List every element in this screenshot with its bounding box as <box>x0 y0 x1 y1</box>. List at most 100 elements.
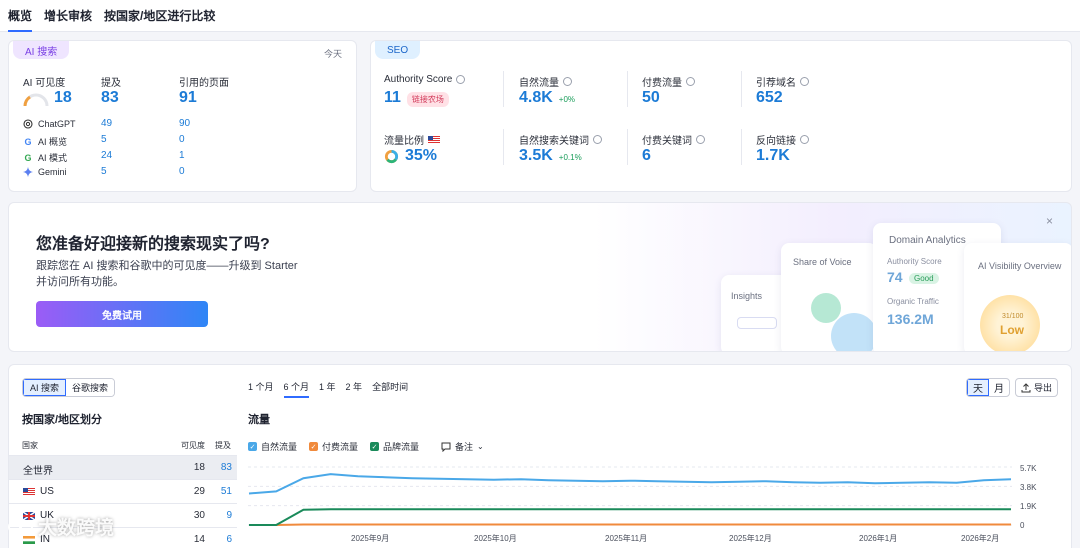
backlinks-value[interactable]: 1.7K <box>756 147 790 164</box>
organic-keywords-value[interactable]: 3.5K <box>519 147 553 164</box>
country-mentions[interactable]: 6 <box>226 534 232 545</box>
referring-domains-value[interactable]: 652 <box>756 89 783 106</box>
ai-row-mentions[interactable]: 24 <box>101 150 113 161</box>
organic-traffic-text: 自然流量 <box>519 78 559 89</box>
ai-row-cited[interactable]: 0 <box>179 166 185 177</box>
backlinks-text: 反向链接 <box>756 136 796 147</box>
series-line-1 <box>249 523 1011 526</box>
tab-compare-by-country[interactable]: 按国家/地区进行比较 <box>104 9 216 23</box>
cited-pages-value[interactable]: 91 <box>179 89 197 106</box>
traffic-line-chart[interactable] <box>248 461 1012 531</box>
toggle-google-search[interactable]: 谷歌搜索 <box>66 379 115 396</box>
info-icon[interactable] <box>456 75 466 84</box>
toggle-month[interactable]: 月 <box>994 384 1004 395</box>
promo-title: 您准备好迎接新的搜索现实了吗? <box>36 236 270 253</box>
chevron-down-icon: ⌄ <box>477 442 484 451</box>
tab-growth-audit[interactable]: 增长审核 <box>44 9 93 23</box>
us-flag-icon <box>428 135 440 144</box>
legend-brand[interactable]: ✓ 品牌流量 <box>370 440 419 453</box>
search-type-toggle: AI 搜索 谷歌搜索 <box>22 378 116 397</box>
table-row[interactable]: UK 30 9 <box>9 503 237 527</box>
info-icon[interactable] <box>800 135 809 144</box>
traffic-share-text: 流量比例 <box>384 136 424 147</box>
info-icon[interactable] <box>593 135 602 144</box>
info-icon[interactable] <box>686 77 695 86</box>
col-mentions: 提及 <box>215 441 231 450</box>
ai-row-cited[interactable]: 0 <box>179 134 185 145</box>
legend-paid[interactable]: ✓ 付费流量 <box>309 440 358 453</box>
ai-row-name: ChatGPT <box>38 119 76 129</box>
period-1m[interactable]: 1 个月 <box>248 382 274 392</box>
table-row[interactable]: US 29 51 <box>9 479 237 503</box>
ai-row-mentions[interactable]: 5 <box>101 134 107 145</box>
donut-chart-icon <box>384 149 399 163</box>
link-farm-badge: 链接农场 <box>406 92 449 107</box>
in-flag-icon <box>23 535 35 544</box>
info-icon[interactable] <box>800 77 809 86</box>
tab-overview[interactable]: 概览 <box>8 0 33 32</box>
watermark-text: 大数跨境 <box>38 518 115 539</box>
bubble-decor <box>811 293 841 323</box>
mentions-value[interactable]: 83 <box>101 89 119 106</box>
uk-flag-icon <box>23 511 35 520</box>
notes-dropdown[interactable]: 备注 ⌄ <box>441 440 484 453</box>
notes-label: 备注 <box>455 442 474 452</box>
da-authority-value: 74 <box>887 269 903 285</box>
chatgpt-icon <box>23 119 33 129</box>
authority-score-value-row: 11 链接农场 <box>384 89 449 107</box>
watermark-logo-icon <box>8 519 33 534</box>
domain-analytics-label: Domain Analytics <box>889 235 966 246</box>
table-row[interactable]: IN 14 6 <box>9 527 237 548</box>
ai-row-cited[interactable]: 1 <box>179 150 185 161</box>
info-icon[interactable] <box>696 135 705 144</box>
gauge-score: 31/100 <box>1002 313 1023 320</box>
export-button[interactable]: 导出 <box>1015 378 1059 397</box>
organic-keywords-delta: +0.1% <box>558 153 582 162</box>
period-2y[interactable]: 2 年 <box>345 382 363 392</box>
ai-search-pill: AI 搜索 <box>13 41 70 59</box>
country-visibility: 18 <box>193 462 205 473</box>
watermark: 大数跨境 <box>8 513 114 540</box>
backlinks-label: 反向链接 <box>756 132 809 147</box>
ai-visibility-value[interactable]: 18 <box>54 89 72 106</box>
country-mentions[interactable]: 51 <box>220 486 232 497</box>
toggle-day[interactable]: 天 <box>967 379 989 396</box>
free-trial-button[interactable]: 免费试用 <box>36 301 208 327</box>
insights-label: Insights <box>731 291 763 301</box>
authority-score-value[interactable]: 11 <box>384 89 401 106</box>
ai-visibility-label: AI 可见度 <box>23 78 66 89</box>
seo-pill: SEO <box>375 41 421 59</box>
close-icon[interactable]: × <box>1045 214 1053 228</box>
period-6m[interactable]: 6 个月 <box>283 380 310 398</box>
country-mentions[interactable]: 83 <box>220 462 232 473</box>
ai-row-cited[interactable]: 90 <box>179 118 191 129</box>
decor-line <box>737 317 777 329</box>
paid-traffic-label: 付费流量 <box>642 74 695 89</box>
table-row[interactable]: 全世界 18 83 <box>9 455 237 479</box>
organic-traffic-value[interactable]: 4.8K <box>519 89 553 106</box>
traffic-share-value[interactable]: 35% <box>405 147 438 164</box>
legend-organic[interactable]: ✓ 自然流量 <box>248 440 297 453</box>
country-mentions[interactable]: 9 <box>226 510 232 521</box>
period-all[interactable]: 全部时间 <box>372 382 409 392</box>
paid-traffic-text: 付费流量 <box>642 78 682 89</box>
paid-keywords-value[interactable]: 6 <box>642 147 651 164</box>
info-icon[interactable] <box>563 77 572 86</box>
organic-traffic-label: 自然流量 <box>519 74 572 89</box>
ai-row-chatgpt: ChatGPT <box>23 119 76 129</box>
period-1y[interactable]: 1 年 <box>319 382 336 392</box>
toggle-ai-search[interactable]: AI 搜索 <box>23 379 67 396</box>
top-tabs: 概览 增长审核 按国家/地区进行比较 <box>0 0 1080 32</box>
gauge-label: Low <box>1000 323 1024 337</box>
checkbox-icon: ✓ <box>370 442 379 451</box>
divider <box>741 129 742 165</box>
share-of-voice-card: Share of Voice <box>781 243 877 351</box>
series-line-2 <box>249 508 1011 526</box>
ai-row-mentions[interactable]: 5 <box>101 166 107 177</box>
ai-row-mentions[interactable]: 49 <box>101 118 113 129</box>
divider <box>627 129 628 165</box>
country-name: US <box>40 486 54 497</box>
paid-traffic-value[interactable]: 50 <box>642 89 660 106</box>
checkbox-icon: ✓ <box>309 442 318 451</box>
da-authority-label: Authority Score <box>887 257 942 266</box>
